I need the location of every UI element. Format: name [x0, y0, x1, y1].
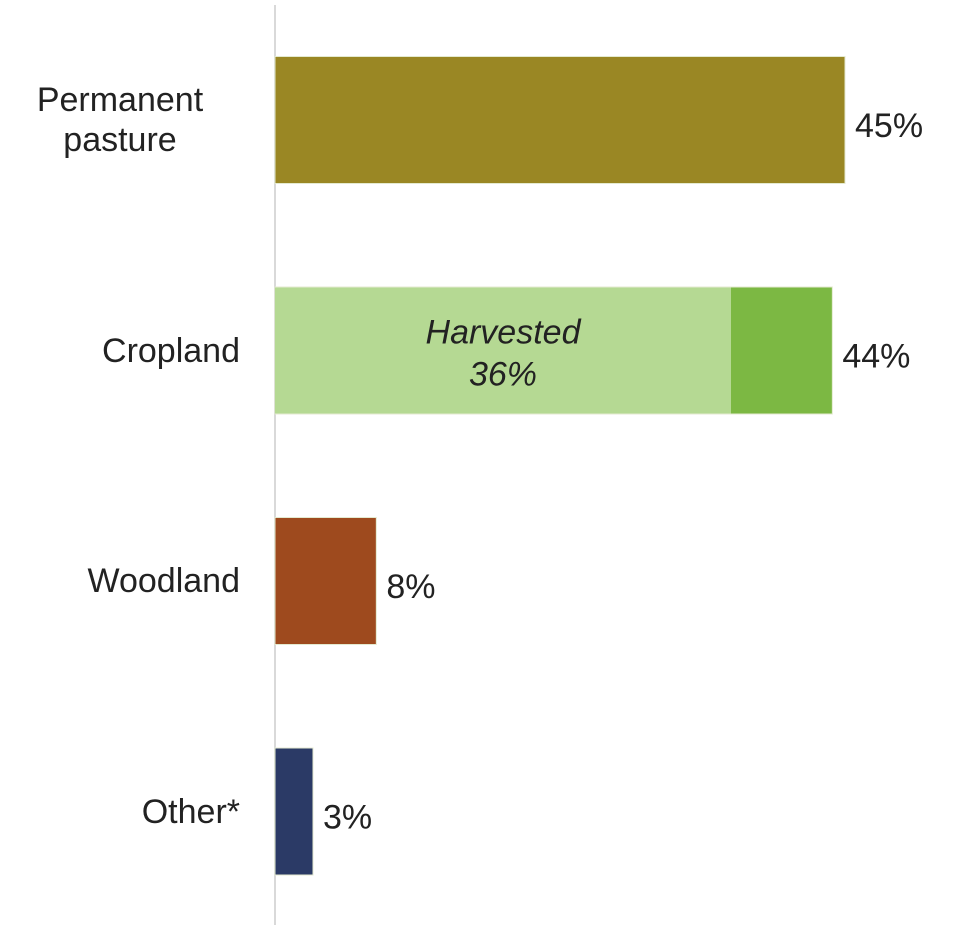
value-label: 44% [842, 337, 910, 375]
category-text: Cropland [102, 331, 240, 370]
bar [274, 747, 314, 876]
value-label: 45% [855, 107, 923, 145]
category-text: Woodland [87, 562, 241, 600]
category-label: Woodland [0, 561, 241, 601]
category-text: Permanent pasture [36, 81, 204, 159]
bar [274, 517, 377, 645]
inner-segment [275, 287, 731, 414]
value-label: 3% [323, 798, 372, 836]
segment-label: Harvested [426, 313, 582, 351]
category-label: Permanent pasture [0, 80, 240, 160]
value-label: 8% [386, 568, 435, 606]
category-label: Other* [0, 792, 240, 832]
category-label: Cropland [0, 331, 240, 371]
category-text: Other* [141, 792, 240, 831]
bar [274, 56, 846, 184]
segment-value-label: 36% [469, 355, 537, 393]
